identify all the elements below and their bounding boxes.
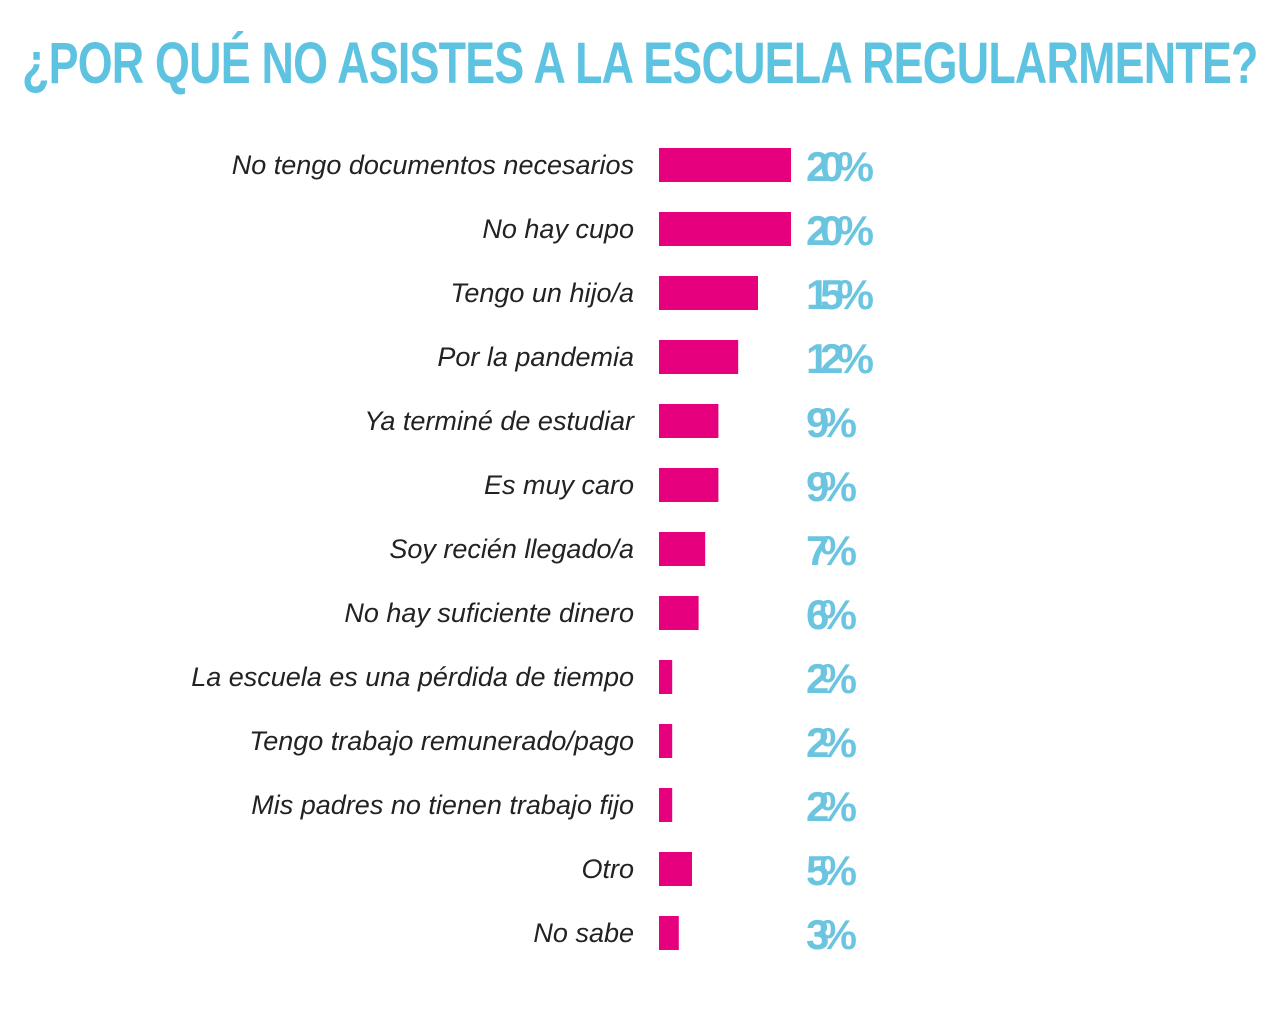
category-label: Otro — [581, 854, 634, 884]
category-label: No tengo documentos necesarios — [232, 150, 634, 180]
bar — [659, 340, 739, 374]
value-label: 9 % — [806, 463, 857, 510]
value-label: 6 % — [806, 591, 857, 638]
value-label: 2 % — [806, 719, 857, 766]
bar — [659, 788, 673, 822]
value-label: 20 % — [806, 143, 874, 190]
bar — [659, 276, 758, 310]
value-label: 7 % — [806, 527, 857, 574]
bar — [659, 852, 692, 886]
bar — [659, 724, 673, 758]
category-label: Tengo un hijo/a — [450, 278, 634, 308]
bar — [659, 468, 719, 502]
category-label: Tengo trabajo remunerado/pago — [249, 726, 634, 756]
category-label: Por la pandemia — [437, 342, 634, 372]
category-label: Soy recién llegado/a — [389, 534, 634, 564]
value-label: 15 % — [806, 271, 874, 318]
bar — [659, 532, 706, 566]
value-label: 3 % — [806, 911, 857, 958]
value-label: 12 % — [806, 335, 874, 382]
bar — [659, 660, 673, 694]
category-label: No sabe — [533, 918, 634, 948]
bar — [659, 148, 791, 182]
category-label: Es muy caro — [484, 470, 634, 500]
bar — [659, 404, 719, 438]
value-label: 2 % — [806, 783, 857, 830]
value-label: 9 % — [806, 399, 857, 446]
value-label: 5 % — [806, 847, 857, 894]
value-label: 20 % — [806, 207, 874, 254]
bar — [659, 596, 699, 630]
value-label: 2 % — [806, 655, 857, 702]
category-label: La escuela es una pérdida de tiempo — [191, 662, 634, 692]
bar — [659, 212, 791, 246]
category-label: Mis padres no tienen trabajo fijo — [251, 790, 634, 820]
bar — [659, 916, 679, 950]
category-label: Ya terminé de estudiar — [364, 406, 635, 436]
category-label: No hay cupo — [482, 214, 634, 244]
category-label: No hay suficiente dinero — [344, 598, 634, 628]
